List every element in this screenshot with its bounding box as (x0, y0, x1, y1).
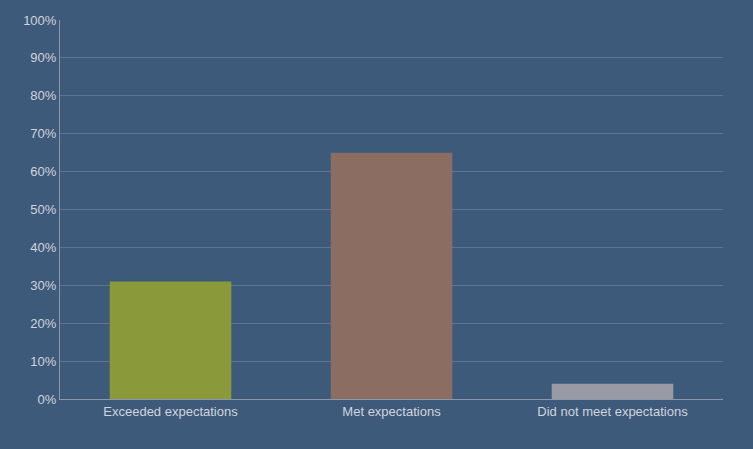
svg-text:60%: 60% (30, 164, 56, 179)
svg-text:80%: 80% (30, 88, 56, 103)
svg-text:100%: 100% (23, 13, 57, 28)
svg-text:10%: 10% (30, 354, 56, 369)
svg-text:Exceeded expectations: Exceeded expectations (103, 404, 238, 419)
svg-text:20%: 20% (30, 316, 56, 331)
svg-text:Met expectations: Met expectations (342, 404, 441, 419)
svg-text:90%: 90% (30, 50, 56, 65)
svg-text:0%: 0% (38, 392, 57, 407)
svg-text:50%: 50% (30, 202, 56, 217)
svg-text:70%: 70% (30, 126, 56, 141)
svg-text:Did not meet expectations: Did not meet expectations (537, 404, 688, 419)
svg-text:40%: 40% (30, 240, 56, 255)
svg-text:30%: 30% (30, 278, 56, 293)
